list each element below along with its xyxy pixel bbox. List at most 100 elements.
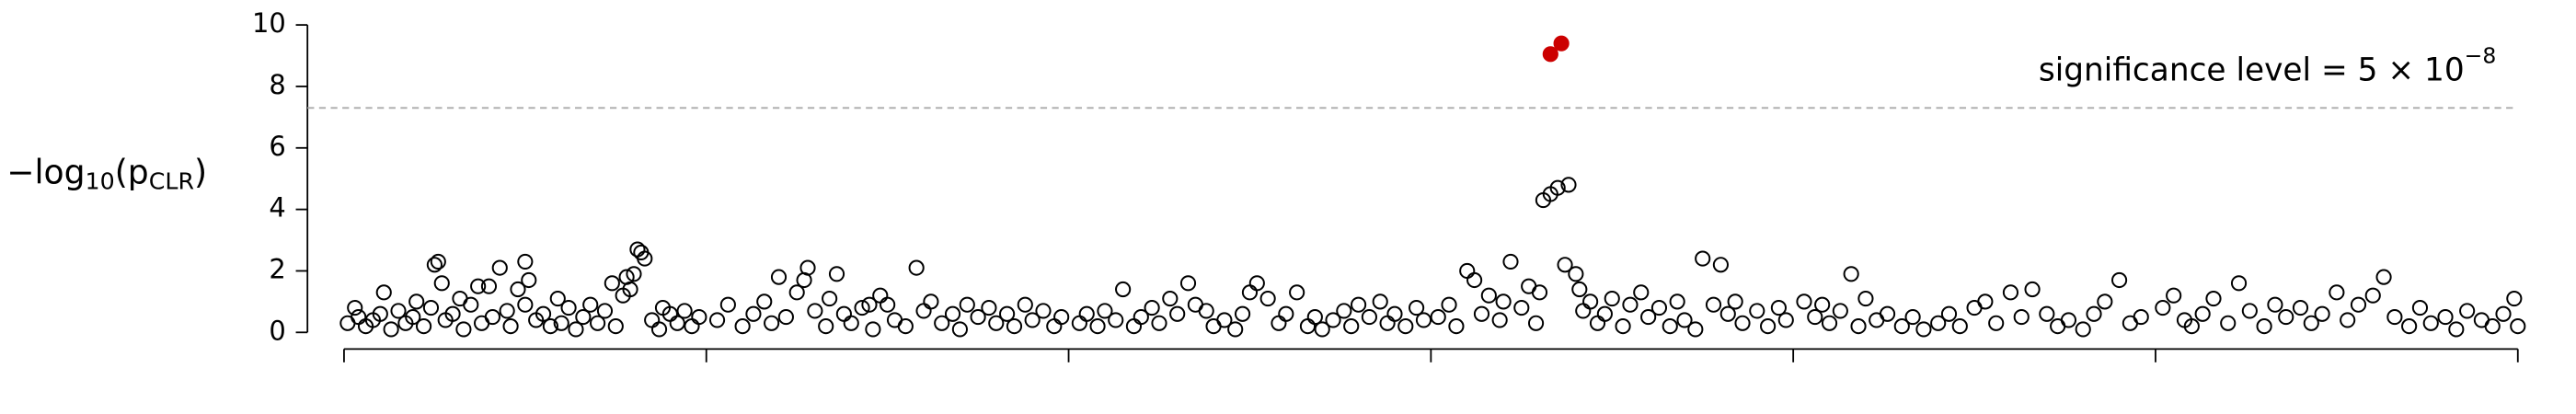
point — [1669, 293, 1685, 310]
point — [719, 296, 736, 313]
point — [908, 259, 925, 276]
point — [1491, 312, 1508, 328]
point — [2448, 321, 2465, 338]
point — [1466, 271, 1483, 289]
point — [745, 305, 762, 322]
point — [517, 253, 534, 270]
point — [951, 321, 968, 338]
point — [861, 296, 878, 313]
point — [590, 315, 606, 331]
point — [923, 293, 939, 310]
point — [2241, 303, 2258, 319]
point — [1144, 299, 1160, 316]
point — [1198, 303, 1214, 319]
point — [970, 309, 986, 326]
point — [444, 305, 461, 322]
point — [1843, 266, 1859, 282]
y-tick-label: 2 — [269, 253, 285, 284]
point — [2267, 296, 2283, 313]
y-axis-label: −log10(pCLR) — [6, 153, 207, 195]
point — [2086, 305, 2102, 322]
point — [2256, 318, 2272, 335]
point — [2166, 287, 2182, 304]
point — [2278, 309, 2294, 326]
point — [691, 309, 707, 326]
point — [1325, 312, 1341, 328]
point — [433, 275, 450, 292]
point — [1162, 290, 1179, 307]
point — [1814, 296, 1831, 313]
point — [1415, 312, 1432, 328]
point — [650, 321, 668, 338]
point — [959, 296, 975, 313]
point — [1278, 305, 1294, 322]
point — [596, 303, 614, 319]
annotation-sup: −8 — [2465, 42, 2497, 68]
point — [408, 293, 425, 310]
point — [622, 281, 638, 298]
point — [430, 253, 446, 270]
point — [1248, 275, 1265, 292]
y-label-sub: 10 — [86, 168, 115, 195]
point — [549, 290, 566, 307]
point — [499, 303, 515, 319]
point — [1940, 305, 1958, 322]
point — [843, 315, 859, 331]
y-tick-label: 0 — [269, 315, 285, 346]
point — [2220, 315, 2237, 331]
point — [626, 266, 642, 282]
point — [1053, 309, 1070, 326]
point — [835, 305, 852, 322]
point — [1024, 312, 1041, 328]
point — [669, 315, 685, 331]
point — [1361, 309, 1377, 326]
point — [822, 290, 838, 307]
point — [708, 312, 726, 328]
point — [553, 315, 569, 331]
point — [575, 309, 592, 326]
point — [1687, 321, 1704, 338]
point — [1241, 284, 1259, 301]
point — [2329, 284, 2345, 301]
point — [604, 275, 620, 292]
point — [2230, 275, 2248, 292]
point — [390, 303, 407, 319]
point — [764, 315, 780, 331]
point — [607, 318, 624, 335]
point — [1386, 305, 1403, 322]
point — [2155, 299, 2171, 316]
annotation: significance level = 5 × 10−8 — [2039, 42, 2496, 88]
point — [1542, 46, 1558, 63]
point — [1227, 321, 1244, 338]
y-tick-label: 10 — [252, 7, 286, 39]
point — [1650, 299, 1668, 316]
point — [1857, 290, 1874, 307]
point — [560, 299, 577, 316]
point — [934, 315, 950, 331]
point — [1568, 266, 1584, 282]
point — [2075, 321, 2091, 338]
point — [1299, 318, 1317, 335]
point — [1712, 257, 1729, 273]
point — [2510, 318, 2526, 335]
point — [1480, 287, 1497, 304]
point — [1821, 315, 1838, 331]
point — [372, 305, 388, 322]
point — [865, 321, 881, 338]
point — [1409, 299, 1425, 316]
point — [1727, 293, 1743, 310]
point — [799, 259, 816, 276]
point — [999, 305, 1016, 322]
point — [1676, 312, 1693, 328]
point — [542, 318, 558, 335]
point — [828, 266, 845, 282]
point — [1582, 293, 1599, 310]
y-label-part: −log — [6, 153, 85, 192]
point — [1259, 290, 1276, 307]
point — [1640, 309, 1657, 326]
point — [807, 303, 823, 319]
point — [1336, 303, 1352, 319]
point — [2060, 312, 2077, 328]
point — [491, 259, 508, 276]
point — [2422, 315, 2439, 331]
